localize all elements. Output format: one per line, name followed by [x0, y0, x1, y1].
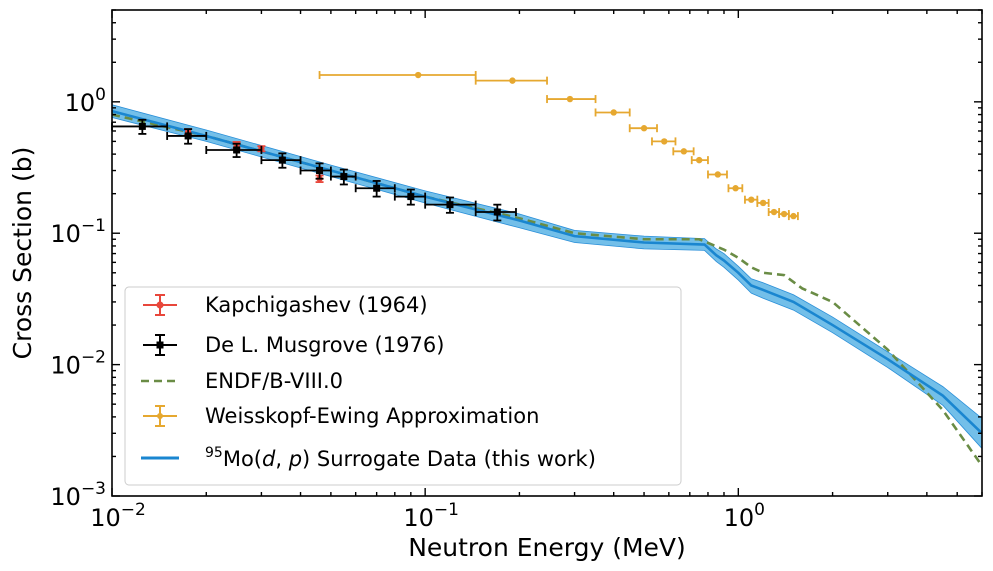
- data-point-weisskopf-ewing-approximation: [778, 210, 790, 219]
- legend-entry-kapchigashev: Kapchigashev (1964): [143, 293, 428, 317]
- marker-square: [446, 201, 454, 209]
- legend-box: [124, 286, 682, 486]
- legend: Kapchigashev (1964) De L. Musgrove (1976…: [124, 286, 682, 486]
- legend-entry-weisskopf: Weisskopf-Ewing Approximation: [143, 404, 539, 428]
- data-point-de-l-musgrove-1976: [166, 128, 208, 145]
- marker-circle: [680, 148, 688, 155]
- marker-circle: [566, 95, 574, 103]
- data-point-weisskopf-ewing-approximation: [787, 212, 799, 221]
- legend-entry-endf: ENDF/B-VIII.0: [141, 369, 343, 393]
- marker-square: [493, 208, 501, 216]
- data-point-de-l-musgrove-1976: [260, 152, 302, 169]
- marker-square: [373, 184, 381, 192]
- data-point-de-l-musgrove-1976: [393, 188, 427, 206]
- marker-circle: [509, 77, 516, 84]
- marker-square: [233, 146, 241, 154]
- legend-label-endf: ENDF/B-VIII.0: [205, 369, 343, 393]
- legend-label-kapchigashev: Kapchigashev (1964): [205, 293, 428, 317]
- data-point-de-l-musgrove-1976: [354, 180, 396, 198]
- marker-circle: [780, 210, 788, 218]
- y-tick-label: 10−1: [50, 216, 106, 248]
- data-point-weisskopf-ewing-approximation: [690, 156, 709, 165]
- legend-label-surrogate-p: p: [288, 447, 302, 471]
- model-lines-layer: [112, 109, 982, 467]
- marker-square: [407, 193, 415, 201]
- data-point-de-l-musgrove-1976: [299, 162, 332, 180]
- data-point-weisskopf-ewing-approximation: [707, 170, 728, 179]
- data-point-de-l-musgrove-1976: [424, 196, 477, 214]
- data-point-de-l-musgrove-1976: [329, 168, 357, 186]
- data-point-weisskopf-ewing-approximation: [474, 76, 548, 85]
- y-axis-title: Cross Section (b): [8, 147, 37, 360]
- marker-circle: [714, 171, 722, 178]
- marker-circle: [695, 156, 703, 164]
- marker-circle: [640, 125, 648, 132]
- data-point-weisskopf-ewing-approximation: [546, 95, 597, 104]
- legend-label-surrogate-sep: ,: [275, 447, 288, 471]
- legend-label-surrogate-post: ) Surrogate Data (this work): [302, 447, 596, 471]
- y-tick-label: 100: [65, 85, 106, 117]
- data-point-weisskopf-ewing-approximation: [767, 208, 781, 217]
- marker-circle: [610, 109, 617, 116]
- legend-entry-musgrove: De L. Musgrove (1976): [143, 333, 444, 357]
- data-point-weisskopf-ewing-approximation: [318, 71, 477, 80]
- data-point-weisskopf-ewing-approximation: [672, 147, 695, 156]
- x-tick-label: 100: [724, 500, 765, 532]
- x-tick-label: 10−2: [90, 500, 146, 532]
- data-point-weisskopf-ewing-approximation: [756, 198, 770, 207]
- data-point-weisskopf-ewing-approximation: [727, 184, 744, 193]
- marker-square: [316, 167, 324, 175]
- marker-circle: [732, 185, 739, 192]
- axis-ticks: [111, 9, 983, 497]
- marker-circle: [759, 199, 767, 207]
- legend-label-surrogate-mass: 95: [205, 445, 223, 461]
- x-tick-label: 10−1: [403, 500, 459, 532]
- series-line-surrogate-data-this-work: [112, 109, 982, 435]
- legend-entry-surrogate: 95Mo(d, p) Surrogate Data (this work): [141, 445, 596, 471]
- data-point-de-l-musgrove-1976: [205, 142, 263, 158]
- legend-label-surrogate-element: Mo(: [223, 447, 262, 471]
- marker-circle: [414, 71, 422, 79]
- legend-label-musgrove: De L. Musgrove (1976): [205, 333, 444, 357]
- x-axis-title: Neutron Energy (MeV): [408, 533, 686, 562]
- y-tick-label: 10−2: [50, 348, 106, 380]
- marker-circle: [748, 196, 755, 203]
- series-line-endf-b-viii-0: [112, 113, 982, 467]
- marker-square: [340, 173, 348, 181]
- uncertainty-band-layer: [112, 104, 982, 450]
- series-band-surrogate-data-this-work: [112, 104, 982, 450]
- marker-circle: [790, 212, 797, 220]
- legend-label-surrogate-d: d: [262, 447, 276, 471]
- data-point-weisskopf-ewing-approximation: [594, 108, 631, 117]
- legend-label-weisskopf: Weisskopf-Ewing Approximation: [205, 404, 539, 428]
- marker-square: [138, 122, 146, 130]
- marker-square: [184, 132, 192, 140]
- data-point-weisskopf-ewing-approximation: [651, 137, 677, 146]
- data-point-weisskopf-ewing-approximation: [628, 124, 658, 133]
- marker-square: [278, 156, 286, 164]
- y-tick-label: 10−3: [50, 479, 106, 511]
- data-point-weisskopf-ewing-approximation: [744, 195, 759, 204]
- marker-circle: [770, 208, 778, 216]
- data-point-de-l-musgrove-1976: [474, 203, 517, 222]
- marker-circle: [661, 138, 668, 145]
- legend-label-surrogate: 95Mo(d, p) Surrogate Data (this work): [205, 445, 596, 471]
